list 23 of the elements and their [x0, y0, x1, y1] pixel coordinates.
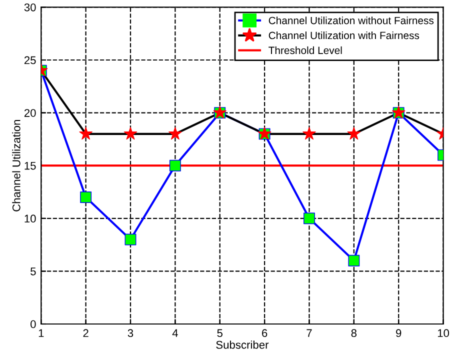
x-tick-label: 7	[306, 329, 312, 337]
x-tick-label: 5	[217, 329, 222, 338]
y-tick-label: 25	[24, 56, 36, 64]
x-axis-title: Subscriber	[216, 340, 269, 349]
y-tick-label: 20	[24, 109, 36, 117]
y-tick-label: 10	[24, 214, 36, 223]
x-tick-label: 3	[128, 329, 134, 338]
x-tick-label: 2	[83, 329, 88, 337]
x-tick-label: 8	[351, 329, 357, 338]
y-tick-label: 30	[24, 3, 36, 12]
x-tick-label: 4	[172, 329, 178, 337]
y-tick-label: 15	[24, 162, 36, 170]
legend-label: Channel Utilization without Fairness	[268, 16, 434, 24]
x-tick-label: 9	[396, 329, 402, 338]
legend-label: Threshold Level	[268, 46, 342, 54]
legend-label: Channel Utilization with Fairness	[268, 31, 420, 40]
y-tick-label: 0	[30, 320, 36, 328]
y-axis-title: Channel Utilization	[12, 120, 20, 212]
x-tick-label: 10	[438, 329, 450, 338]
y-tick-label: 5	[30, 268, 36, 276]
x-tick-label: 1	[38, 329, 44, 337]
point	[124, 234, 136, 246]
x-tick-label: 6	[262, 329, 268, 338]
